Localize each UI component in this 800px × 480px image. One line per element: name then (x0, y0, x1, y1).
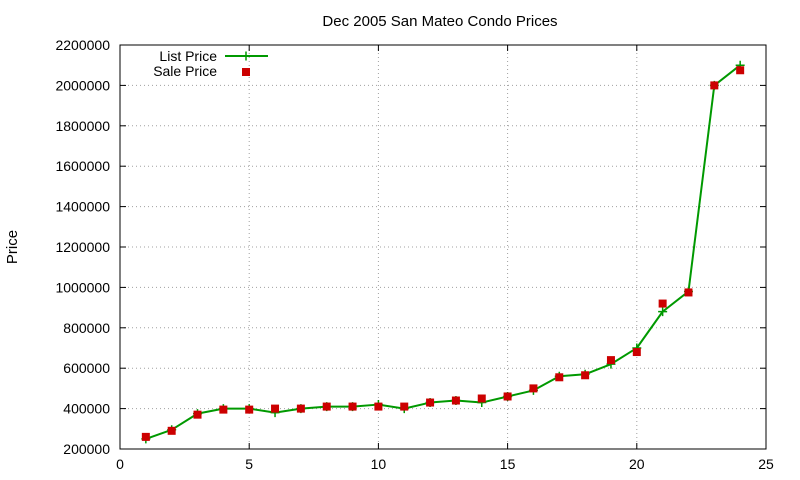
y-tick-label: 2200000 (55, 37, 110, 53)
sale-price-point (606, 356, 615, 365)
sale-price-point (271, 404, 280, 413)
x-tick-label: 0 (116, 456, 124, 472)
sale-price-point (529, 384, 538, 393)
sale-price-point (219, 405, 228, 414)
sale-price-point (477, 394, 486, 403)
legend-marker-sale-price (242, 68, 250, 76)
y-tick-label: 1000000 (55, 279, 110, 295)
list-price-point (658, 307, 668, 317)
sale-price-point (426, 398, 435, 407)
sale-price-point (296, 404, 305, 413)
sale-price-point (451, 396, 460, 405)
legend-label-list-price: List Price (159, 48, 217, 64)
sale-price-point (581, 371, 590, 380)
y-tick-label: 800000 (63, 320, 110, 336)
y-tick-label: 200000 (63, 441, 110, 457)
list-price-line (145, 64, 741, 440)
x-tick-label: 15 (500, 456, 516, 472)
x-tick-label: 25 (758, 456, 774, 472)
sale-price-point (710, 81, 719, 90)
x-tick-label: 5 (245, 456, 253, 472)
y-tick-label: 400000 (63, 401, 110, 417)
legend: List Price Sale Price (153, 48, 268, 79)
y-axis-label: Price (4, 230, 21, 264)
y-tick-label: 600000 (63, 360, 110, 376)
sale-price-point (374, 402, 383, 411)
y-tick-label: 1800000 (55, 118, 110, 134)
axis-ticks: 0 5 10 15 20 25 200000 400000 600000 800000 100000… (55, 37, 774, 472)
chart-title: Dec 2005 San Mateo Condo Prices (322, 13, 557, 30)
sale-price-point (503, 392, 512, 401)
y-tick-label: 1400000 (55, 199, 110, 215)
x-tick-label: 20 (629, 456, 645, 472)
y-tick-label: 2000000 (55, 77, 110, 93)
sale-price-point (555, 373, 564, 382)
y-tick-label: 1600000 (55, 158, 110, 174)
sale-price-point (167, 426, 176, 435)
sale-price-point (684, 288, 693, 297)
legend-marker-list-price (241, 51, 251, 61)
sale-price-point (736, 66, 745, 75)
sale-price-point (632, 348, 641, 357)
sale-price-point (193, 410, 202, 419)
sale-price-point (658, 299, 667, 308)
sale-price-point (245, 405, 254, 414)
x-tick-label: 10 (371, 456, 387, 472)
sale-price-point (400, 402, 409, 411)
grid (120, 45, 766, 449)
sale-price-point (141, 432, 150, 441)
y-tick-label: 1200000 (55, 239, 110, 255)
legend-label-sale-price: Sale Price (153, 63, 217, 79)
sale-price-point (322, 402, 331, 411)
series-layer (141, 60, 745, 444)
sale-price-point (348, 402, 357, 411)
